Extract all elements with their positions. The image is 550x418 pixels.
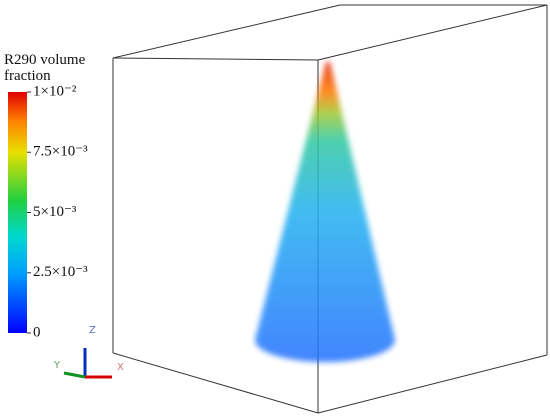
triad: Z X Y [53,325,124,379]
colorbar-tick-label: 2.5×10⁻³ [33,264,88,280]
colorbar-title: R290 volume fraction [4,52,86,84]
y-label: Y [53,360,61,371]
colorbar-tick-label: 1×10⁻² [33,83,77,99]
spray-cone [255,62,395,362]
colorbar-tick-label: 7.5×10⁻³ [33,144,88,160]
colorbar-tick-label: 0 [33,324,41,340]
colorbar-tick-label: 5×10⁻³ [33,204,77,220]
colorbar [8,92,27,333]
x-label: X [117,362,124,373]
z-label: Z [89,325,96,336]
